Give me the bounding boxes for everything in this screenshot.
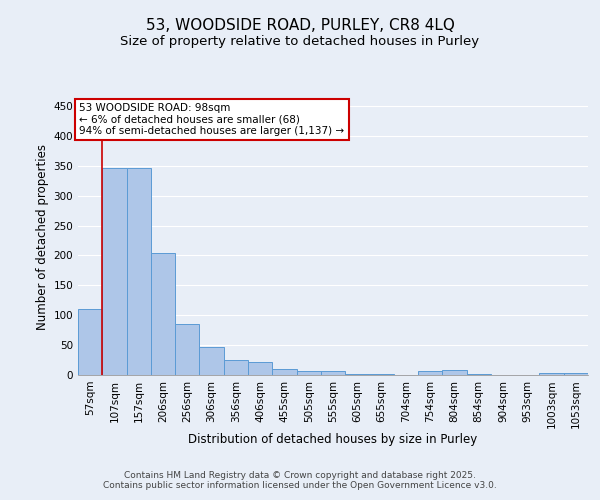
Text: 53 WOODSIDE ROAD: 98sqm
← 6% of detached houses are smaller (68)
94% of semi-det: 53 WOODSIDE ROAD: 98sqm ← 6% of detached…	[79, 103, 344, 136]
Bar	[345, 374, 370, 375]
Bar	[224, 360, 248, 375]
Bar	[248, 362, 272, 375]
Bar	[78, 309, 102, 375]
Text: 53, WOODSIDE ROAD, PURLEY, CR8 4LQ: 53, WOODSIDE ROAD, PURLEY, CR8 4LQ	[146, 18, 454, 32]
Bar	[102, 168, 127, 375]
Y-axis label: Number of detached properties: Number of detached properties	[36, 144, 49, 330]
Text: Size of property relative to detached houses in Purley: Size of property relative to detached ho…	[121, 35, 479, 48]
Bar	[467, 374, 491, 375]
Text: Contains HM Land Registry data © Crown copyright and database right 2025.
Contai: Contains HM Land Registry data © Crown c…	[103, 470, 497, 490]
Bar	[272, 369, 296, 375]
Bar	[418, 371, 442, 375]
Bar	[539, 373, 564, 375]
X-axis label: Distribution of detached houses by size in Purley: Distribution of detached houses by size …	[188, 432, 478, 446]
Bar	[151, 253, 175, 375]
Bar	[296, 371, 321, 375]
Bar	[564, 372, 588, 375]
Bar	[175, 324, 199, 375]
Bar	[199, 347, 224, 375]
Bar	[127, 168, 151, 375]
Bar	[370, 374, 394, 375]
Bar	[321, 372, 345, 375]
Bar	[442, 370, 467, 375]
